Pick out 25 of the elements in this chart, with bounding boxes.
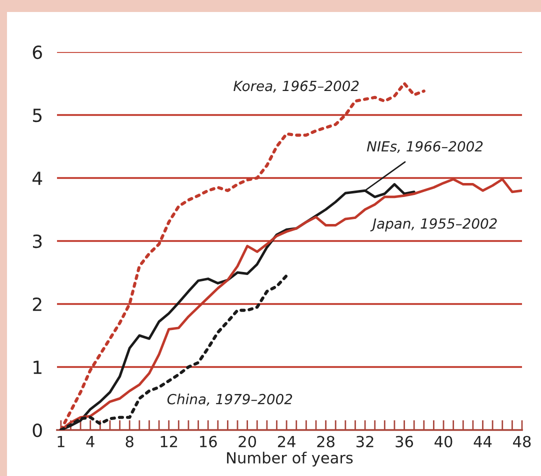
x-tick-label: 36 bbox=[396, 436, 414, 448]
x-tick-label: 40 bbox=[434, 436, 452, 448]
y-tick-label: 1 bbox=[34, 360, 42, 374]
y-tick-label: 0 bbox=[32, 423, 42, 438]
x-axis-title: Number of years bbox=[227, 452, 353, 467]
series-label: China, 1979–2002 bbox=[167, 394, 292, 406]
x-tick-label: 1 bbox=[58, 436, 64, 448]
y-tick-label: 6 bbox=[32, 45, 42, 60]
x-tick-label: 12 bbox=[160, 436, 178, 448]
y-tick-label: 5 bbox=[33, 108, 42, 122]
x-tick-label: 20 bbox=[238, 436, 256, 448]
x-tick-label: 48 bbox=[513, 436, 531, 448]
x-tick-label: 24 bbox=[278, 436, 296, 448]
x-tick-label: 32 bbox=[356, 436, 374, 448]
text: NIEs, 1966–2002 bbox=[366, 141, 483, 154]
series-label: Korea, 1965–2002 bbox=[234, 80, 359, 93]
y-tick-label: 4 bbox=[32, 172, 42, 185]
x-tick-label: 28 bbox=[317, 436, 334, 448]
x-tick-label: 8 bbox=[126, 436, 134, 448]
x-tick-label: 44 bbox=[474, 436, 492, 448]
series-label: Japan, 1955–2002 bbox=[370, 218, 497, 232]
y-tick-label: 2 bbox=[32, 297, 42, 311]
x-tick-label: 4 bbox=[86, 436, 94, 448]
x-tick-label: 16 bbox=[200, 436, 217, 448]
y-tick-label: 3 bbox=[33, 234, 42, 248]
